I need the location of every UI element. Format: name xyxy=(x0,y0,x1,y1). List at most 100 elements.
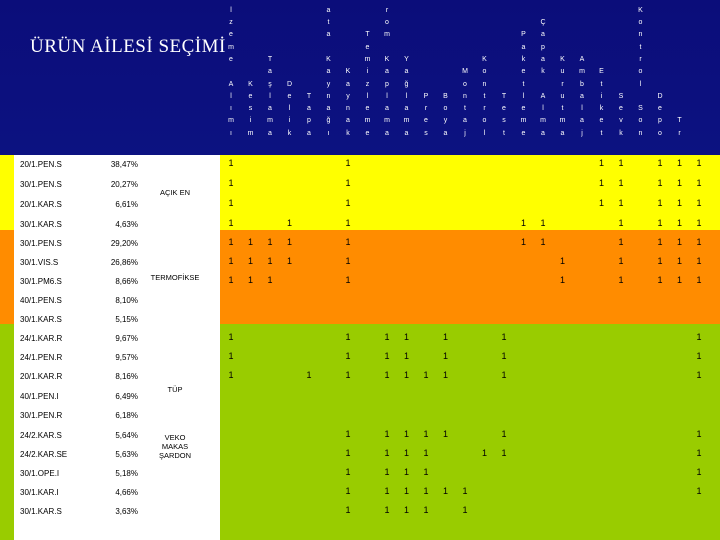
process-mark: 1 xyxy=(676,198,682,208)
process-mark: 1 xyxy=(501,332,507,342)
product-share: 6,18% xyxy=(115,410,138,420)
product-share: 5,63% xyxy=(115,449,138,459)
process-mark: 1 xyxy=(696,332,702,342)
process-mark: 1 xyxy=(423,370,429,380)
process-mark: 1 xyxy=(247,275,253,285)
product-code: 30/1.PM6.S xyxy=(20,276,62,286)
process-mark: 1 xyxy=(228,198,234,208)
process-mark: 1 xyxy=(228,275,234,285)
product-share: 26,86% xyxy=(110,257,138,267)
product-share: 29,20% xyxy=(110,238,138,248)
process-mark: 1 xyxy=(696,237,702,247)
process-mark: 1 xyxy=(696,486,702,496)
process-mark: 1 xyxy=(676,218,682,228)
table-row: 20/1.PEN.S 38,47% xyxy=(14,155,220,173)
process-mark: 1 xyxy=(423,429,429,439)
process-mark: 1 xyxy=(345,448,351,458)
process-mark: 1 xyxy=(696,158,702,168)
column-header: T a ş l a m a xyxy=(267,55,273,137)
process-mark: 1 xyxy=(696,218,702,228)
process-mark: 1 xyxy=(384,429,390,439)
process-mark: 1 xyxy=(501,351,507,361)
process-mark: 1 xyxy=(228,256,234,266)
process-mark: 1 xyxy=(345,429,351,439)
product-code: 20/1.KAR.R xyxy=(20,371,63,381)
column-header: P r e s xyxy=(423,92,429,137)
product-code: 30/1.KAR.S xyxy=(20,506,62,516)
table-row: 30/1.KAR.S 4,63% xyxy=(14,215,220,233)
column-header: Ç a p a k A l m a xyxy=(540,19,546,137)
process-mark: 1 xyxy=(618,178,624,188)
process-matrix: AÇIK EN TERMOFİKSE TÜP VEKO MAKAS ŞARDON… xyxy=(0,155,720,540)
column-header: T a p a xyxy=(306,92,312,137)
product-share: 3,63% xyxy=(115,506,138,516)
process-mark: 1 xyxy=(345,275,351,285)
process-mark: 1 xyxy=(267,237,273,247)
process-mark: 1 xyxy=(423,486,429,496)
column-header: Y a ğ l a m a xyxy=(403,55,410,137)
process-mark: 1 xyxy=(481,448,487,458)
process-mark: 1 xyxy=(598,198,604,208)
process-mark: 1 xyxy=(520,237,526,247)
product-share: 8,10% xyxy=(115,295,138,305)
process-mark: 1 xyxy=(618,275,624,285)
process-mark: 1 xyxy=(345,218,351,228)
product-list-panel xyxy=(14,155,220,540)
process-mark: 1 xyxy=(403,467,409,477)
product-code: 24/1.KAR.R xyxy=(20,333,63,343)
product-share: 5,64% xyxy=(115,430,138,440)
process-mark: 1 xyxy=(618,218,624,228)
group-label-termofikse: TERMOFİKSE xyxy=(150,273,200,282)
column-headers: M a l z e m e A l ı m ı K e s i m T a ş l … xyxy=(0,0,720,155)
process-mark: 1 xyxy=(501,370,507,380)
process-mark: 1 xyxy=(442,332,448,342)
column-header: K u r u t m a xyxy=(559,55,566,137)
process-mark: 1 xyxy=(345,237,351,247)
process-mark: 1 xyxy=(423,505,429,515)
process-mark: 1 xyxy=(345,351,351,361)
process-mark: 1 xyxy=(598,158,604,168)
product-code: 30/1.OPE.I xyxy=(20,468,60,478)
table-row: 24/1.PEN.R 9,57% xyxy=(14,348,220,366)
group-label-tup: TÜP xyxy=(167,385,183,394)
product-code: 30/1.PEN.S xyxy=(20,238,62,248)
process-mark: 1 xyxy=(345,505,351,515)
process-mark: 1 xyxy=(228,332,234,342)
product-code: 40/1.PEN.S xyxy=(20,295,62,305)
table-row: 24/2.KAR.S 5,64% xyxy=(14,426,220,444)
process-mark: 1 xyxy=(384,332,390,342)
process-mark: 1 xyxy=(657,158,663,168)
process-mark: 1 xyxy=(345,198,351,208)
product-share: 6,61% xyxy=(115,199,138,209)
process-mark: 1 xyxy=(345,370,351,380)
column-header: T e s t xyxy=(501,92,507,137)
process-mark: 1 xyxy=(423,448,429,458)
process-mark: 1 xyxy=(228,237,234,247)
process-mark: 1 xyxy=(696,429,702,439)
process-mark: 1 xyxy=(442,351,448,361)
product-code: 30/1.KAR.S xyxy=(20,314,62,324)
process-mark: 1 xyxy=(228,218,234,228)
product-code: 30/1.VIS.S xyxy=(20,257,59,267)
column-header: T r xyxy=(677,117,682,137)
process-mark: 1 xyxy=(345,178,351,188)
process-mark: 1 xyxy=(384,351,390,361)
process-mark: 1 xyxy=(618,237,624,247)
product-code: 40/1.PEN.I xyxy=(20,391,59,401)
process-mark: 1 xyxy=(657,237,663,247)
process-mark: 1 xyxy=(403,370,409,380)
column-header: K e s i m xyxy=(247,80,254,137)
product-share: 9,67% xyxy=(115,333,138,343)
group-label-veko-makas-sardon: VEKO MAKAS ŞARDON xyxy=(158,433,192,460)
process-mark: 1 xyxy=(696,467,702,477)
product-share: 6,49% xyxy=(115,391,138,401)
table-row: 24/2.KAR.SE 5,63% xyxy=(14,445,220,463)
product-code: 24/1.PEN.R xyxy=(20,352,63,362)
process-mark: 1 xyxy=(247,237,253,247)
table-row: 30/1.KAR.I 4,66% xyxy=(14,483,220,501)
process-mark: 1 xyxy=(228,178,234,188)
process-mark: 1 xyxy=(657,256,663,266)
table-row: 30/1.OPE.I 5,18% xyxy=(14,464,220,482)
process-mark: 1 xyxy=(618,256,624,266)
process-mark: 1 xyxy=(657,218,663,228)
